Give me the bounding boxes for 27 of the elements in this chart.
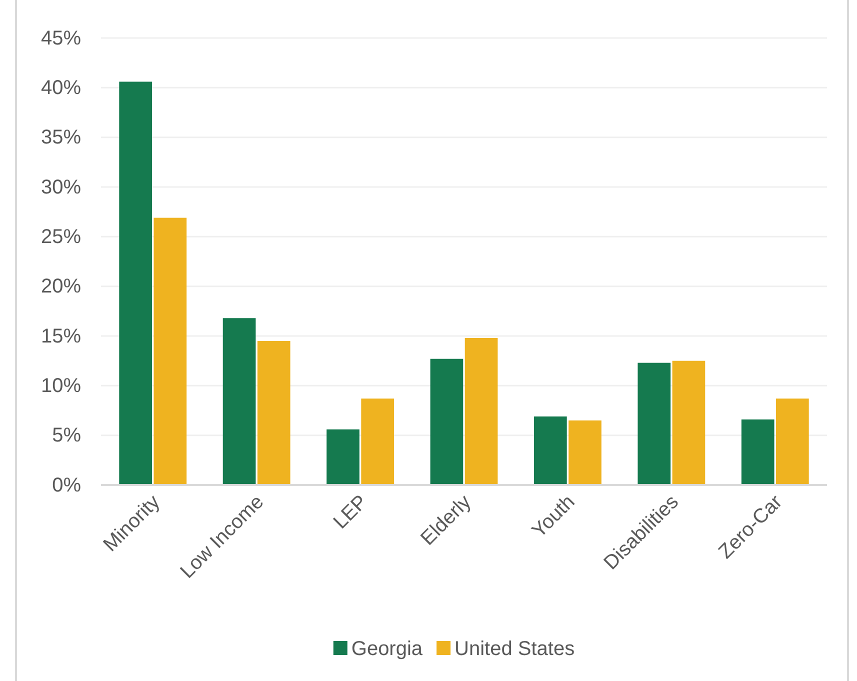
y-tick-label: 5% xyxy=(52,424,82,447)
bar xyxy=(119,82,152,485)
y-tick-label: 35% xyxy=(40,126,82,149)
bar xyxy=(568,420,602,485)
bar xyxy=(257,340,290,485)
legend-label: Georgia xyxy=(351,638,424,660)
y-tick-label: 20% xyxy=(40,276,82,298)
bar xyxy=(776,398,809,485)
bar xyxy=(222,318,256,485)
y-tick-label: 25% xyxy=(40,226,82,248)
bar xyxy=(361,398,394,485)
y-tick-label: 15% xyxy=(40,325,82,348)
bar xyxy=(638,362,671,485)
y-tick-label: 0% xyxy=(52,474,82,496)
bar xyxy=(534,416,567,485)
bar xyxy=(154,218,187,485)
bar xyxy=(326,429,360,485)
y-tick-label: 45% xyxy=(40,27,82,50)
bar xyxy=(741,419,774,485)
y-tick-label: 10% xyxy=(40,375,82,398)
y-tick-label: 40% xyxy=(40,77,82,100)
bar xyxy=(672,360,706,485)
x-tick-label: LEP xyxy=(330,490,372,534)
bar xyxy=(464,338,498,485)
legend-label: United States xyxy=(454,638,575,660)
y-tick-label: 30% xyxy=(40,176,82,198)
bar xyxy=(430,358,464,485)
